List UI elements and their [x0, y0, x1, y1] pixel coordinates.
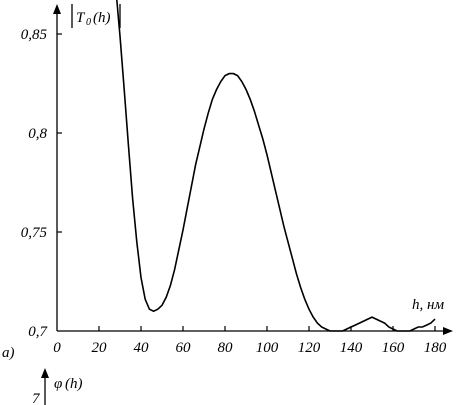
series-group [116, 0, 436, 332]
x-tick-label: 100 [256, 340, 279, 356]
x-tick-label: 140 [340, 340, 363, 356]
panel-label: a) [2, 345, 15, 361]
x-axis-arrow [443, 327, 453, 335]
x-tick-label: 60 [176, 340, 192, 356]
y-axis-title: T 0 (h) [71, 4, 121, 28]
y-tick-label: 0,75 [21, 225, 48, 241]
second-panel-y-title-base: φ [54, 376, 62, 392]
x-tick-label: 80 [218, 340, 234, 356]
x-tick-label: 0 [53, 340, 61, 356]
x-tick-label: 160 [382, 340, 405, 356]
y-tick-label: 0,8 [28, 126, 47, 142]
y-axis-title-base: T [76, 10, 86, 26]
y-axis-arrow [53, 4, 61, 14]
second-panel-y-arrow [41, 368, 49, 378]
y-axis: 0,70,750,80,850,90,951 [21, 4, 62, 340]
x-axis-title: h, нм [412, 297, 444, 313]
second-panel-y-tick-label: 7 [32, 391, 41, 405]
y-axis-title-sub: 0 [86, 17, 91, 28]
second-panel-fragment: φ (h) 7 [32, 368, 83, 405]
y-axis-title-arg: (h) [93, 10, 111, 26]
second-panel-y-title-arg: (h) [65, 376, 83, 392]
x-tick-label: 120 [298, 340, 321, 356]
x-tick-label: 40 [134, 340, 150, 356]
y-tick-label: 0,85 [21, 27, 48, 43]
x-tick-label: 20 [92, 340, 108, 356]
y-tick-label: 0,7 [28, 324, 48, 340]
series-line [116, 0, 436, 332]
x-axis: 0 20 40 60 80 100 120 140 160 180 [53, 326, 453, 356]
x-tick-label: 180 [424, 340, 447, 356]
